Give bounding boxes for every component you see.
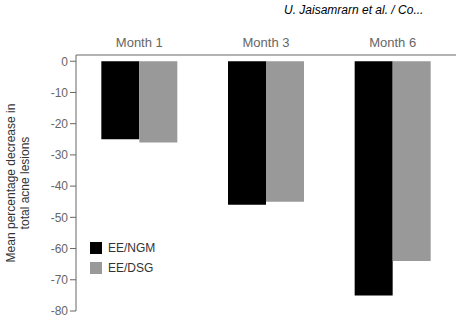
html-text:EE/NGM: EE/NGM xyxy=(108,241,156,255)
svg-text:-30: -30 xyxy=(51,148,69,162)
svg-text:Month 6: Month 6 xyxy=(369,35,416,50)
svg-text:-60: -60 xyxy=(51,242,69,256)
svg-text:-20: -20 xyxy=(51,117,69,131)
svg-text:-10: -10 xyxy=(51,86,69,100)
html-text:Mean percentage decrease in to: Mean percentage decrease in total acne l… xyxy=(4,103,32,263)
svg-text:-40: -40 xyxy=(51,179,69,193)
svg-text:Month 1: Month 1 xyxy=(116,35,163,50)
svg-text:-80: -80 xyxy=(51,304,69,318)
html-text:EE/DSG: EE/DSG xyxy=(108,261,154,275)
svg-text:-70: -70 xyxy=(51,273,69,287)
svg-text:Month 3: Month 3 xyxy=(243,35,290,50)
svg-text:-50: -50 xyxy=(51,211,69,225)
svg-text:0: 0 xyxy=(61,55,68,69)
html-text:U. Jaisamrarn et al. / Co...: U. Jaisamrarn et al. / Co... xyxy=(284,3,424,17)
